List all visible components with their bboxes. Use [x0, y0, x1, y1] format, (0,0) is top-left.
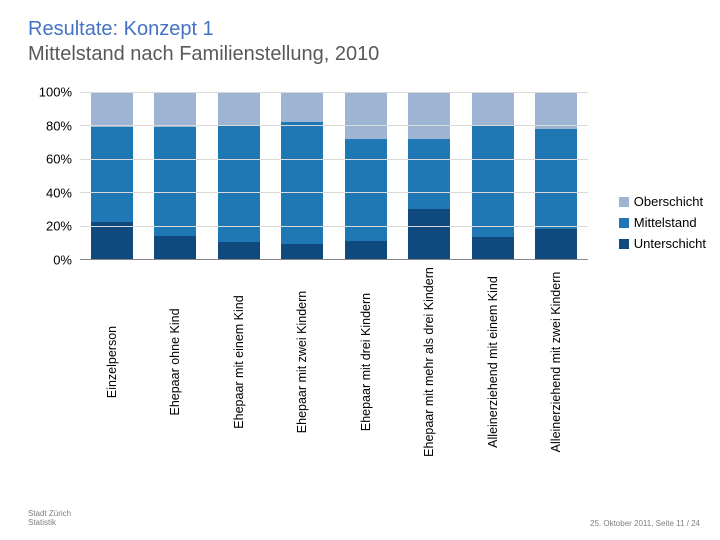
category-label: Ehepaar mit mehr als drei Kindern [408, 262, 450, 472]
category-label: Einzelperson [91, 262, 133, 472]
bar-segment-oberschicht [218, 92, 260, 125]
y-axis: 0%20%40%60%80%100% [28, 92, 76, 260]
legend-item: Oberschicht [619, 194, 706, 209]
category-label: Alleinerziehend mit einem Kind [472, 262, 514, 472]
bar-segment-unterschicht [408, 209, 450, 259]
bar-column: 67% [472, 92, 514, 259]
bar-segment-oberschicht [281, 92, 323, 122]
bar-segment-unterschicht [91, 222, 133, 259]
category-label: Ehepaar ohne Kind [154, 262, 196, 472]
bar-segment-unterschicht [154, 236, 196, 259]
bar-segment-unterschicht [472, 237, 514, 259]
stacked-bar-chart: 0%20%40%60%80%100% 57%65%70%73%61%42%67%… [28, 92, 588, 260]
legend-item: Unterschicht [619, 236, 706, 251]
legend: Oberschicht Mittelstand Unterschicht [619, 194, 706, 257]
gridline [80, 92, 588, 93]
bar-segment-unterschicht [345, 241, 387, 259]
slide-subtitle: Mittelstand nach Familienstellung, 2010 [28, 43, 692, 66]
legend-label: Mittelstand [634, 215, 697, 230]
bar-segment-oberschicht [472, 92, 514, 125]
legend-swatch [619, 239, 629, 249]
plot-area: 57% 65% 70% 73% 61% 42% 67% 60% [80, 92, 588, 260]
y-tick: 40% [46, 185, 72, 200]
footer-right: 25. Oktober 2011, Seite 11 / 24 [590, 519, 700, 528]
category-label: Ehepaar mit drei Kindern [345, 262, 387, 472]
legend-swatch [619, 218, 629, 228]
bar-column: 70% [218, 92, 260, 259]
bar-segment-unterschicht [218, 242, 260, 259]
bar-segment-oberschicht [91, 92, 133, 127]
category-labels: Einzelperson Ehepaar ohne Kind Ehepaar mit… [80, 262, 588, 472]
gridline [80, 125, 588, 126]
y-tick: 0% [53, 253, 72, 268]
legend-label: Oberschicht [634, 194, 703, 209]
bar-segment-mittelstand [91, 127, 133, 222]
bars-container: 57% 65% 70% 73% 61% 42% 67% 60% [80, 92, 588, 259]
bar-column: 73% [281, 92, 323, 259]
bar-column: 57% [91, 92, 133, 259]
bar-segment-oberschicht [154, 92, 196, 127]
category-label: Ehepaar mit einem Kind [218, 262, 260, 472]
bar-column: 42% [408, 92, 450, 259]
bar-segment-mittelstand [154, 127, 196, 236]
category-label: Ehepaar mit zwei Kindern [281, 262, 323, 472]
bar-column: 61% [345, 92, 387, 259]
bar-column: 60% [535, 92, 577, 259]
bar-segment-unterschicht [281, 244, 323, 259]
y-tick: 80% [46, 118, 72, 133]
category-label: Alleinerziehend mit zwei Kindern [535, 262, 577, 472]
legend-label: Unterschicht [634, 236, 706, 251]
bar-segment-mittelstand [408, 139, 450, 209]
y-tick: 20% [46, 219, 72, 234]
gridline [80, 159, 588, 160]
bar-segment-mittelstand [472, 125, 514, 237]
bar-column: 65% [154, 92, 196, 259]
slide-title: Resultate: Konzept 1 [28, 18, 692, 41]
legend-item: Mittelstand [619, 215, 706, 230]
bar-segment-oberschicht [535, 92, 577, 129]
footer-left: Stadt Zürich Statistik [28, 510, 71, 528]
legend-swatch [619, 197, 629, 207]
bar-segment-mittelstand [535, 129, 577, 229]
y-tick: 60% [46, 152, 72, 167]
y-tick: 100% [39, 85, 72, 100]
gridline [80, 226, 588, 227]
gridline [80, 192, 588, 193]
bar-segment-oberschicht [408, 92, 450, 139]
bar-segment-unterschicht [535, 229, 577, 259]
bar-segment-oberschicht [345, 92, 387, 139]
